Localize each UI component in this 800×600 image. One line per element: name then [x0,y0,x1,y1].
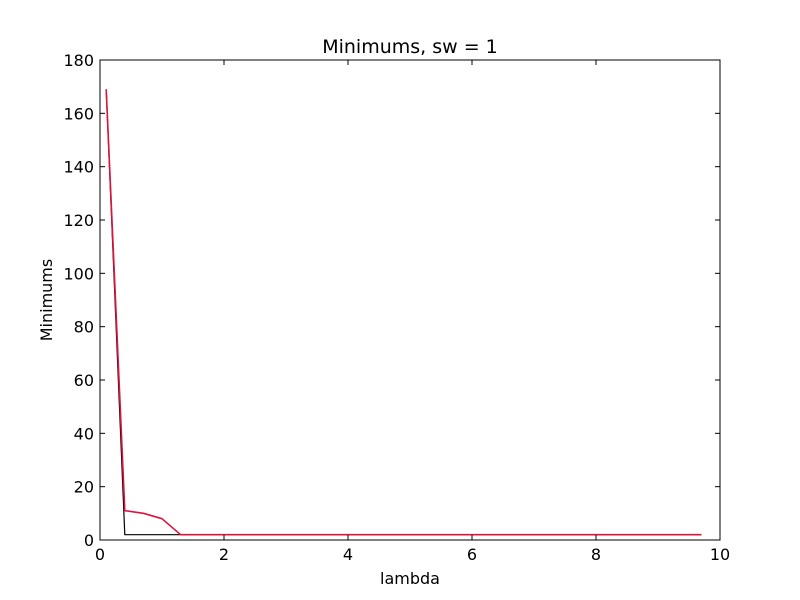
x-tick-label: 0 [95,545,105,564]
x-tick-label: 4 [343,545,353,564]
y-tick-label: 100 [63,264,94,283]
x-tick-label: 2 [219,545,229,564]
y-tick-label: 160 [63,104,94,123]
y-tick-label: 40 [74,424,94,443]
y-tick-label: 80 [74,318,94,337]
x-tick-label: 10 [710,545,730,564]
series-line-minimums [105,89,702,536]
y-tick-label: 120 [63,211,94,230]
plot-frame [99,59,721,541]
x-axis-label: lambda [380,569,440,588]
y-tick-label: 180 [63,51,94,70]
y-tick-label: 0 [84,531,94,550]
y-tick-label: 60 [74,371,94,390]
x-tick-label: 6 [467,545,477,564]
x-tick-label: 8 [591,545,601,564]
series-layer [105,89,702,536]
chart-title: Minimums, sw = 1 [322,36,498,58]
y-axis-label: Minimums [37,259,56,341]
y-tick-label: 20 [74,478,94,497]
series-line-reference [105,89,702,536]
y-tick-label: 140 [63,158,94,177]
